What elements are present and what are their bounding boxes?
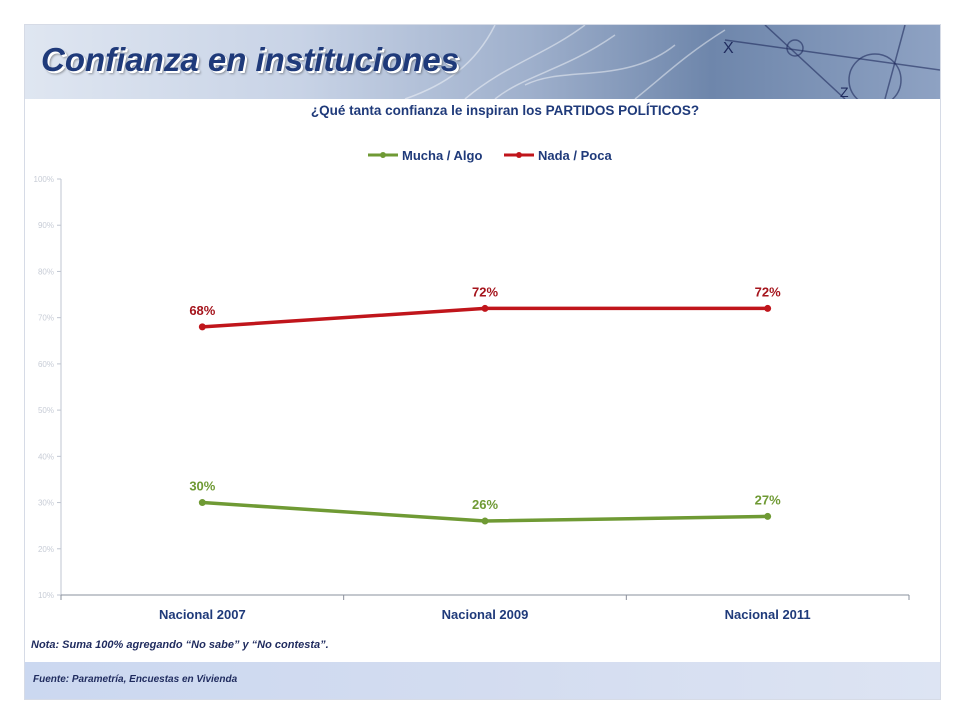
y-tick-label: 10%: [38, 591, 54, 600]
y-tick-label: 20%: [38, 545, 54, 554]
y-tick-label: 90%: [38, 221, 54, 230]
data-label: 30%: [189, 479, 215, 494]
legend-label-0: Mucha / Algo: [402, 148, 482, 163]
data-point: [481, 304, 489, 312]
source-text: Fuente: Parametría, Encuestas en Viviend…: [33, 674, 238, 685]
y-tick-label: 30%: [38, 499, 54, 508]
data-point: [481, 517, 489, 525]
legend-marker-1: [516, 152, 522, 158]
slide: X Z Confianza en instituciones ¿Qué tant…: [24, 24, 941, 700]
footer-bar: Fuente: Parametría, Encuestas en Viviend…: [25, 662, 940, 699]
header-banner: X Z Confianza en instituciones: [25, 25, 940, 99]
data-point: [764, 304, 772, 312]
data-point: [198, 499, 206, 507]
x-tick-label: Nacional 2009: [442, 607, 529, 622]
banner-decoration-image: X Z: [404, 25, 940, 99]
y-tick-label: 50%: [38, 406, 54, 415]
data-label: 72%: [472, 284, 498, 299]
data-label: 68%: [189, 303, 215, 318]
chart-title: ¿Qué tanta confianza le inspiran los PAR…: [311, 103, 699, 118]
data-label: 27%: [755, 492, 781, 507]
legend-marker-0: [380, 152, 386, 158]
y-tick-label: 100%: [34, 175, 54, 184]
data-label: 26%: [472, 497, 498, 512]
data-point: [764, 512, 772, 520]
x-tick-label: Nacional 2011: [725, 607, 811, 622]
footnote: Nota: Suma 100% agregando “No sabe” y “N…: [31, 639, 329, 651]
svg-text:X: X: [723, 40, 734, 57]
y-tick-label: 80%: [38, 267, 54, 276]
data-point: [198, 323, 206, 331]
y-tick-label: 60%: [38, 360, 54, 369]
line-chart: ¿Qué tanta confianza le inspiran los PAR…: [34, 103, 910, 622]
x-tick-label: Nacional 2007: [159, 607, 246, 622]
y-tick-label: 70%: [38, 314, 54, 323]
data-label: 72%: [755, 284, 781, 299]
slide-title: Confianza en instituciones: [41, 41, 460, 78]
legend-label-1: Nada / Poca: [538, 148, 612, 163]
y-tick-label: 40%: [38, 452, 54, 461]
svg-text:Z: Z: [840, 84, 849, 99]
